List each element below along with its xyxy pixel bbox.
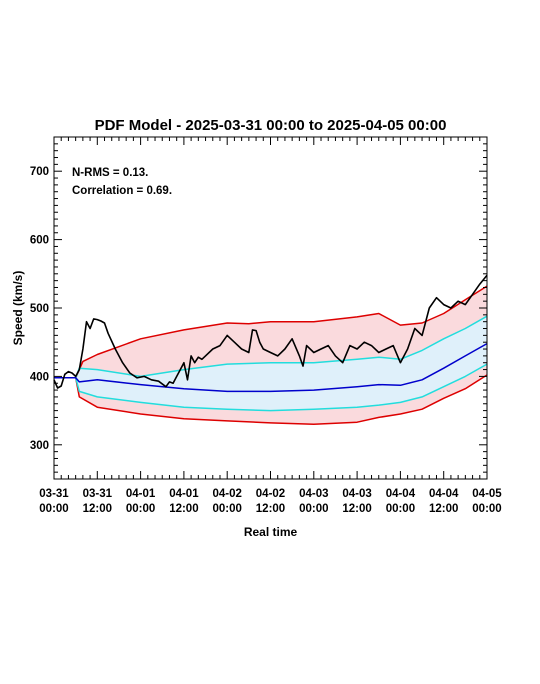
x-tick-label-date: 04-03 bbox=[342, 488, 371, 500]
nrms-annotation: N-RMS = 0.13. bbox=[72, 167, 148, 179]
median-line bbox=[54, 342, 488, 393]
upper-68-line bbox=[54, 315, 488, 379]
lower-68-line bbox=[54, 363, 488, 412]
x-tick-label-time: 00:00 bbox=[299, 503, 328, 515]
x-tick-label-date: 04-02 bbox=[256, 488, 285, 500]
x-tick-label-time: 00:00 bbox=[126, 503, 155, 515]
x-tick-label-time: 00:00 bbox=[386, 503, 415, 515]
x-axis: 03-31 00:00 03-31 12:00 04-01 00:00 04-01 12:00… bbox=[39, 137, 502, 515]
series-lines bbox=[53, 274, 488, 426]
x-tick-label-time: 12:00 bbox=[83, 503, 112, 515]
x-tick-label-date: 04-01 bbox=[169, 488, 199, 500]
x-tick-label-time: 12:00 bbox=[429, 503, 458, 515]
x-tick-label-date: 03-31 bbox=[39, 488, 69, 500]
x-tick-label-date: 04-03 bbox=[299, 488, 328, 500]
x-tick-label-date: 04-02 bbox=[212, 488, 241, 500]
x-tick-label-time: 12:00 bbox=[169, 503, 198, 515]
x-tick-label-time: 12:00 bbox=[256, 503, 285, 515]
y-tick-label: 500 bbox=[30, 303, 49, 315]
x-tick-label-date: 03-31 bbox=[83, 488, 113, 500]
x-tick-label-time: 00:00 bbox=[39, 503, 68, 515]
x-tick-label-date: 04-04 bbox=[429, 488, 459, 500]
x-axis-label: Real time bbox=[244, 525, 298, 539]
outer-band-upper-fill bbox=[54, 286, 487, 378]
x-tick-label-time: 00:00 bbox=[472, 503, 501, 515]
y-tick-label: 300 bbox=[30, 440, 49, 452]
x-tick-label-date: 04-05 bbox=[472, 488, 502, 500]
x-tick-label-date: 04-04 bbox=[386, 488, 416, 500]
outer-band-lower-fill bbox=[54, 364, 487, 425]
x-tick-label-time: 00:00 bbox=[212, 503, 241, 515]
x-tick-label-time: 12:00 bbox=[342, 503, 371, 515]
chart-title: PDF Model - 2025-03-31 00:00 to 2025-04-… bbox=[95, 117, 447, 134]
y-tick-label: 400 bbox=[30, 371, 49, 383]
y-axis-label: Speed (km/s) bbox=[11, 271, 25, 346]
x-tick-label-date: 04-01 bbox=[126, 488, 156, 500]
correlation-annotation: Correlation = 0.69. bbox=[72, 185, 172, 197]
y-axis: 300 400 500 600 700 bbox=[30, 136, 487, 480]
y-tick-label: 700 bbox=[30, 166, 49, 178]
observed-speed-line bbox=[53, 274, 488, 389]
y-tick-label: 600 bbox=[30, 235, 49, 247]
lower-95-line bbox=[54, 374, 488, 426]
